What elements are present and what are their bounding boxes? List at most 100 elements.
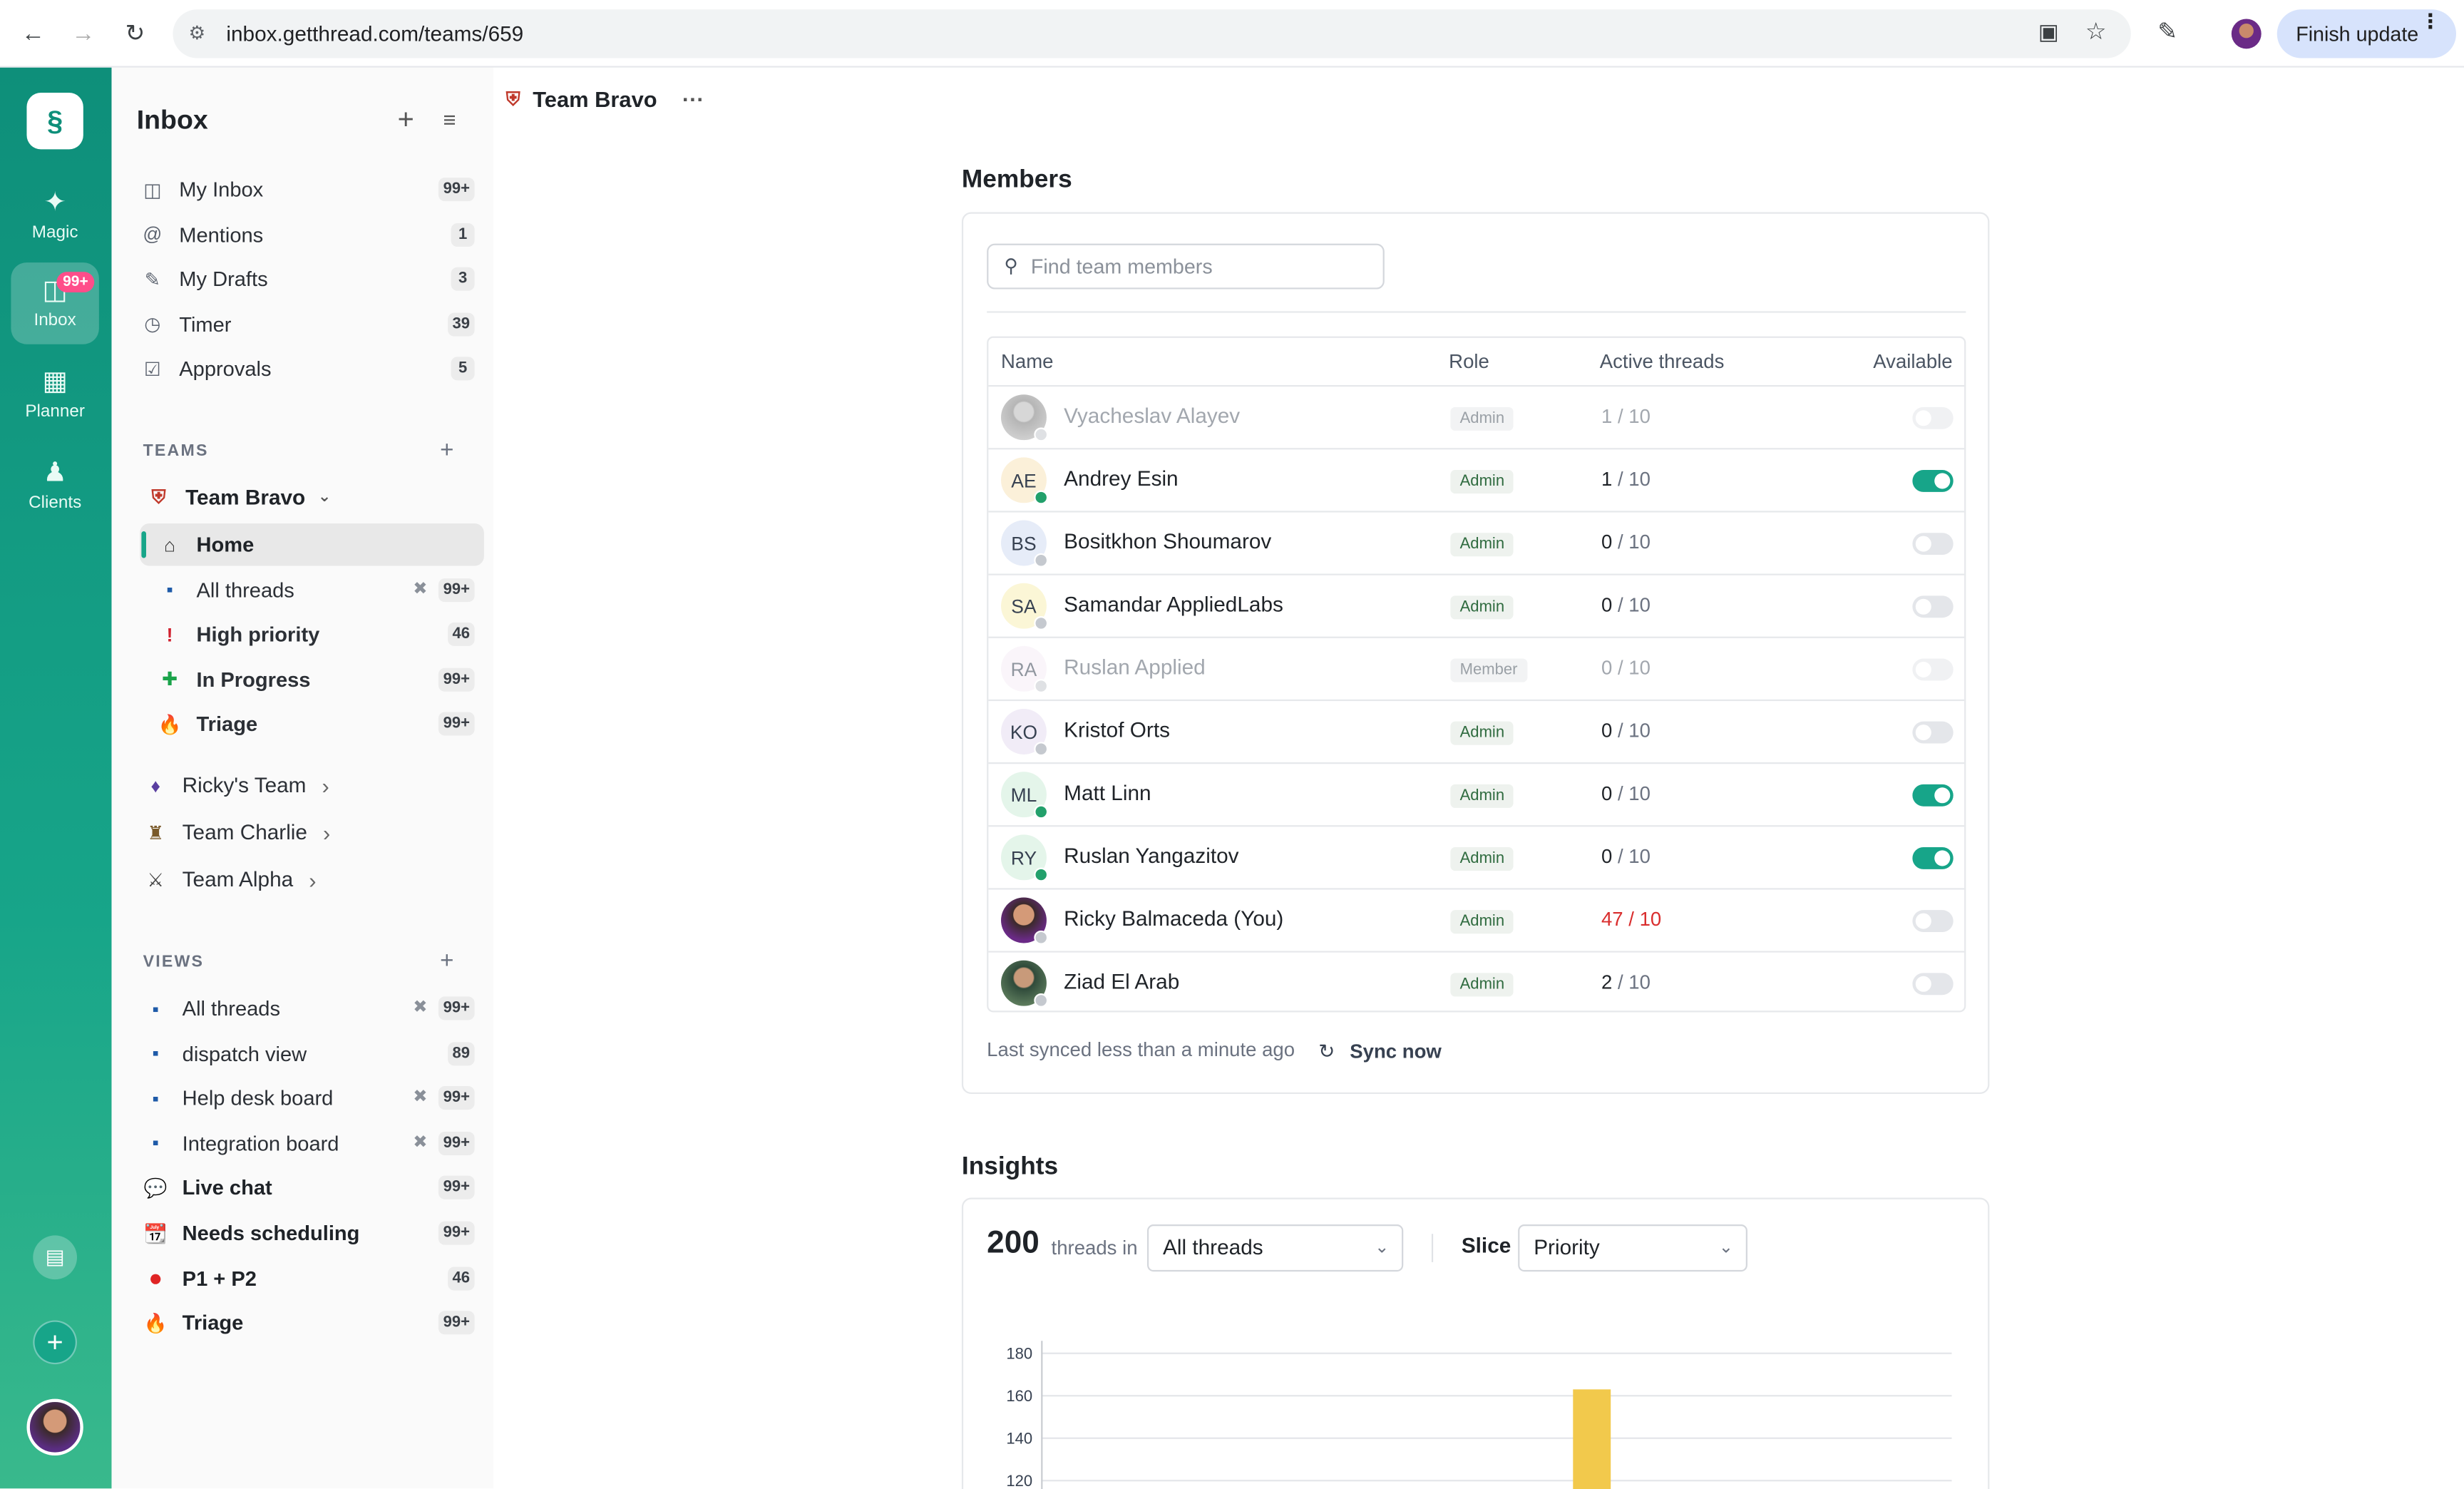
availability-toggle[interactable] [1912,533,1954,556]
slice-select[interactable]: Priority ⌄ [1518,1224,1747,1272]
shield-icon: ⛨ [505,87,520,110]
rail-clients[interactable]: ♟ Clients [11,445,98,527]
view-all-threads[interactable]: ▪ All threads 99+ ✖ [140,987,484,1030]
ticket-button[interactable]: ▤ [33,1235,78,1280]
view-help-desk-board[interactable]: ▪ Help desk board 99+ ✖ [140,1077,484,1120]
member-row[interactable]: Ziad El Arab Admin 2 / 10 [988,951,1965,1013]
member-row[interactable]: RY Ruslan Yangazitov Admin 0 / 10 [988,825,1965,888]
presence-dot [1034,427,1049,442]
availability-toggle[interactable] [1912,973,1954,996]
new-thread-plus-icon[interactable]: + [397,103,414,135]
view-triage[interactable]: 🔥 Triage 99+ [140,1301,484,1344]
view-p1-p2[interactable]: ● P1 + P2 46 [140,1257,484,1299]
team-item-high-priority[interactable]: ! High priority 46 [154,613,484,656]
count-badge: 99+ [438,667,475,692]
thread-limit: / 10 [1612,971,1651,993]
reload-icon[interactable]: ↻ [125,20,145,48]
avatar-initials: SA [1011,595,1037,618]
add-team-plus-icon[interactable]: + [440,436,454,464]
forward-icon[interactable]: → [71,19,96,47]
chevron-right-icon: › [323,819,331,845]
team-team-charlie[interactable]: ♜ Team Charlie › [140,811,487,854]
availability-toggle[interactable] [1912,784,1954,807]
thread-filter-select[interactable]: All threads ⌄ [1146,1224,1404,1272]
sync-now-button[interactable]: ↻ Sync now [1318,1039,1442,1063]
team-bravo-header[interactable]: ⛨ Team Bravo ⌄ [143,476,491,519]
availability-toggle[interactable] [1912,658,1954,681]
column-active-threads[interactable]: Active threads [1599,350,1725,373]
avatar-initials: KO [1010,720,1038,743]
role-badge: Admin [1450,533,1514,557]
sidebar-item-my-inbox[interactable]: ◫ My Inbox 99+ [137,168,484,211]
bell-off-icon[interactable]: ✖ [413,1132,428,1152]
more-options-icon[interactable]: ··· [682,86,704,112]
avatar [1001,960,1049,1008]
member-row[interactable]: BS Bositkhon Shoumarov Admin 0 / 10 [988,511,1965,573]
inbox-badge: 99+ [56,272,95,292]
view-dispatch-view[interactable]: ▪ dispatch view 89 [140,1032,484,1075]
availability-toggle[interactable] [1912,721,1954,744]
rail-magic[interactable]: ✦ Magic [11,175,98,257]
member-row[interactable]: AE Andrey Esin Admin 1 / 10 [988,448,1965,511]
team-item-triage[interactable]: 🔥 Triage 99+ [154,703,484,746]
sidebar-item-timer[interactable]: ◷ Timer 39 [137,303,484,346]
team-name[interactable]: Team Bravo [533,86,657,112]
chart-bar[interactable] [1573,1389,1611,1489]
column-name[interactable]: Name [1001,350,1054,373]
member-row[interactable]: SA Samandar AppliedLabs Admin 0 / 10 [988,573,1965,636]
team-item-all-threads[interactable]: ▪ All threads 99+ ✖ [154,568,484,611]
address-bar[interactable]: ⚙ inbox.getthread.com/teams/659 [173,9,2131,58]
team-team-alpha[interactable]: ⚔ Team Alpha › [140,858,487,901]
availability-toggle[interactable] [1912,470,1954,492]
team-ricky-s-team[interactable]: ♦ Ricky's Team › [140,764,487,807]
count-badge: 99+ [438,1086,475,1110]
finish-update-button[interactable]: Finish update ⋮ [2276,9,2457,58]
member-row[interactable]: ML Matt Linn Admin 0 / 10 [988,762,1965,825]
bell-off-icon[interactable]: ✖ [413,579,428,598]
avatar: RA [1001,645,1049,694]
view-live-chat[interactable]: 💬 Live chat 99+ [140,1167,484,1209]
bell-off-icon[interactable]: ✖ [413,998,428,1018]
column-role[interactable]: Role [1449,350,1489,373]
member-row[interactable]: KO Kristof Orts Admin 0 / 10 [988,699,1965,762]
toggle-knob [1915,976,1931,992]
profile-avatar[interactable] [2231,19,2262,49]
sidebar-item-approvals[interactable]: ☑ Approvals 5 [137,348,484,391]
rail-inbox[interactable]: ◫ Inbox 99+ [11,262,99,344]
bell-off-icon[interactable]: ✖ [413,1088,428,1107]
user-avatar[interactable] [26,1398,83,1455]
member-row[interactable]: Ricky Balmaceda (You) Admin 47 / 10 [988,888,1965,951]
availability-toggle[interactable] [1912,847,1954,869]
sidebar-item-mentions[interactable]: @ Mentions 1 [137,213,484,256]
thread-limit: / 10 [1612,782,1651,805]
availability-toggle[interactable] [1912,595,1954,618]
member-search-input[interactable]: ⚲ Find team members [987,243,1385,290]
collapse-sidebar-icon[interactable]: ≡ [443,106,456,133]
install-app-icon[interactable]: ▣ [2038,19,2059,44]
rail-planner[interactable]: ▦ Planner [11,354,98,436]
add-view-plus-icon[interactable]: + [440,948,454,975]
team-item-in-progress[interactable]: ✚ In Progress 99+ [154,658,484,701]
bookmark-star-icon[interactable]: ☆ [2085,19,2107,46]
thread-logo[interactable]: § [26,93,83,150]
kebab-menu-icon[interactable]: ⋮ [2420,9,2440,34]
sidebar-item-my-drafts[interactable]: ✎ My Drafts 3 [137,258,484,301]
team-item-home[interactable]: ⌂ Home [154,523,484,566]
view-needs-scheduling[interactable]: 📆 Needs scheduling 99+ [140,1212,484,1254]
member-row[interactable]: Vyacheslav Alayev Admin 1 / 10 [988,385,1965,448]
column-available[interactable]: Available [1873,350,1953,373]
thread-limit: / 10 [1612,845,1651,868]
extensions-icon[interactable]: ✎ [2157,19,2177,46]
insights-title: Insights [961,1153,1059,1181]
create-button[interactable]: + [33,1320,78,1365]
availability-toggle[interactable] [1912,406,1954,429]
site-settings-icon[interactable]: ⚙ [188,21,206,44]
view-label: All threads [182,996,281,1020]
back-icon[interactable]: ← [21,19,45,47]
member-row[interactable]: RA Ruslan Applied Member 0 / 10 [988,636,1965,700]
view-integration-board[interactable]: ▪ Integration board 99+ ✖ [140,1122,484,1165]
availability-toggle[interactable] [1912,910,1954,933]
insights-chart: 180 160 140 120 [1006,1341,1952,1489]
team-item-label: In Progress [196,667,311,692]
active-threads: 0 / 10 [1601,720,1651,742]
